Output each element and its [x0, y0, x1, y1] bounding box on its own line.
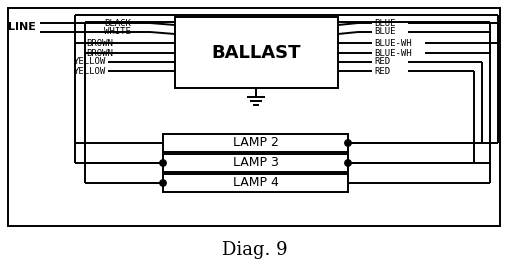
Text: RED: RED [373, 57, 389, 66]
Bar [163, 134, 347, 152]
Text: BALLAST: BALLAST [211, 44, 301, 61]
Text: YELLOW: YELLOW [74, 66, 106, 76]
Bar [163, 174, 347, 192]
Text: LINE: LINE [8, 22, 36, 32]
Bar [8, 8, 499, 226]
Text: LAMP 2: LAMP 2 [232, 136, 278, 150]
Text: LAMP 3: LAMP 3 [232, 157, 278, 170]
Text: BLUE: BLUE [373, 28, 394, 37]
Text: BROWN: BROWN [86, 49, 113, 57]
Bar [175, 17, 337, 88]
Bar [163, 154, 347, 172]
Text: BLACK: BLACK [104, 18, 131, 28]
Text: RED: RED [373, 66, 389, 76]
Circle shape [344, 140, 351, 146]
Text: YELLOW: YELLOW [74, 57, 106, 66]
Circle shape [344, 160, 351, 166]
Text: LAMP 4: LAMP 4 [232, 177, 278, 189]
Circle shape [159, 180, 166, 186]
Text: BLUE-WH: BLUE-WH [373, 39, 411, 47]
Text: BLUE-WH: BLUE-WH [373, 49, 411, 57]
Text: WHITE: WHITE [104, 28, 131, 37]
Text: BLUE: BLUE [373, 18, 394, 28]
Circle shape [159, 160, 166, 166]
Text: Diag. 9: Diag. 9 [222, 241, 287, 259]
Text: BROWN: BROWN [86, 39, 113, 47]
